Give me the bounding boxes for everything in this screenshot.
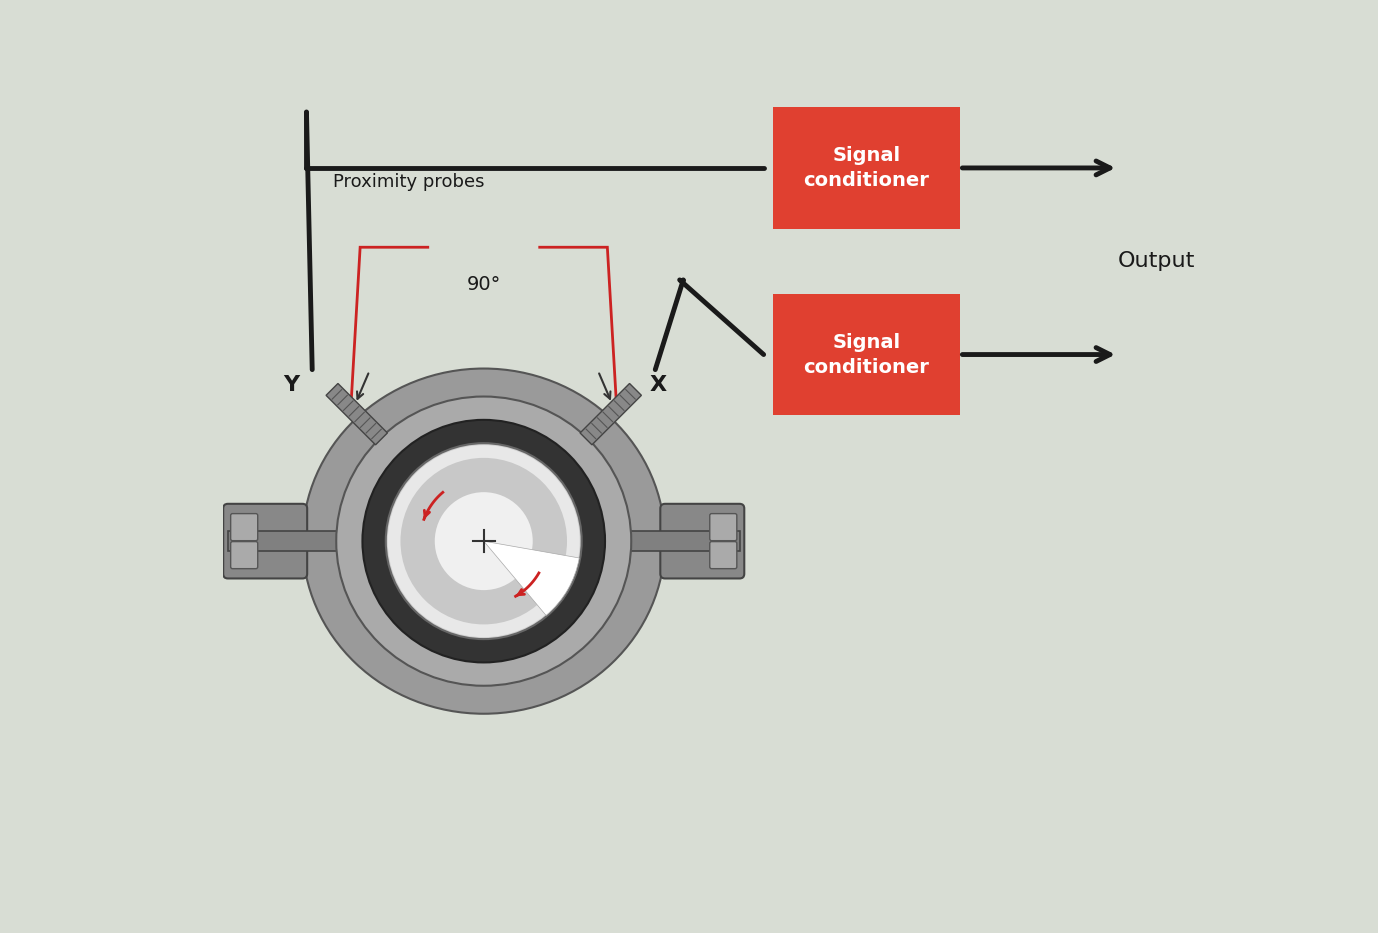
Circle shape xyxy=(401,458,566,624)
FancyBboxPatch shape xyxy=(223,504,307,578)
FancyBboxPatch shape xyxy=(660,504,744,578)
Text: Proximity probes: Proximity probes xyxy=(333,174,485,191)
Ellipse shape xyxy=(362,420,605,662)
FancyBboxPatch shape xyxy=(773,107,959,229)
Wedge shape xyxy=(484,541,579,616)
Polygon shape xyxy=(327,383,387,445)
Text: Signal
conditioner: Signal conditioner xyxy=(803,332,929,377)
Text: Output: Output xyxy=(1118,251,1196,272)
Ellipse shape xyxy=(303,369,666,714)
Circle shape xyxy=(387,445,580,637)
FancyBboxPatch shape xyxy=(230,513,258,541)
Circle shape xyxy=(434,493,533,591)
Polygon shape xyxy=(580,383,641,445)
Ellipse shape xyxy=(336,397,631,686)
Bar xyxy=(227,531,740,551)
Text: 90°: 90° xyxy=(467,275,502,294)
Text: Signal
conditioner: Signal conditioner xyxy=(803,146,929,190)
FancyBboxPatch shape xyxy=(710,513,737,541)
Circle shape xyxy=(386,443,582,639)
FancyBboxPatch shape xyxy=(710,541,737,569)
Text: X: X xyxy=(649,375,667,395)
FancyBboxPatch shape xyxy=(230,541,258,569)
Text: Y: Y xyxy=(284,375,299,395)
FancyBboxPatch shape xyxy=(773,294,959,415)
